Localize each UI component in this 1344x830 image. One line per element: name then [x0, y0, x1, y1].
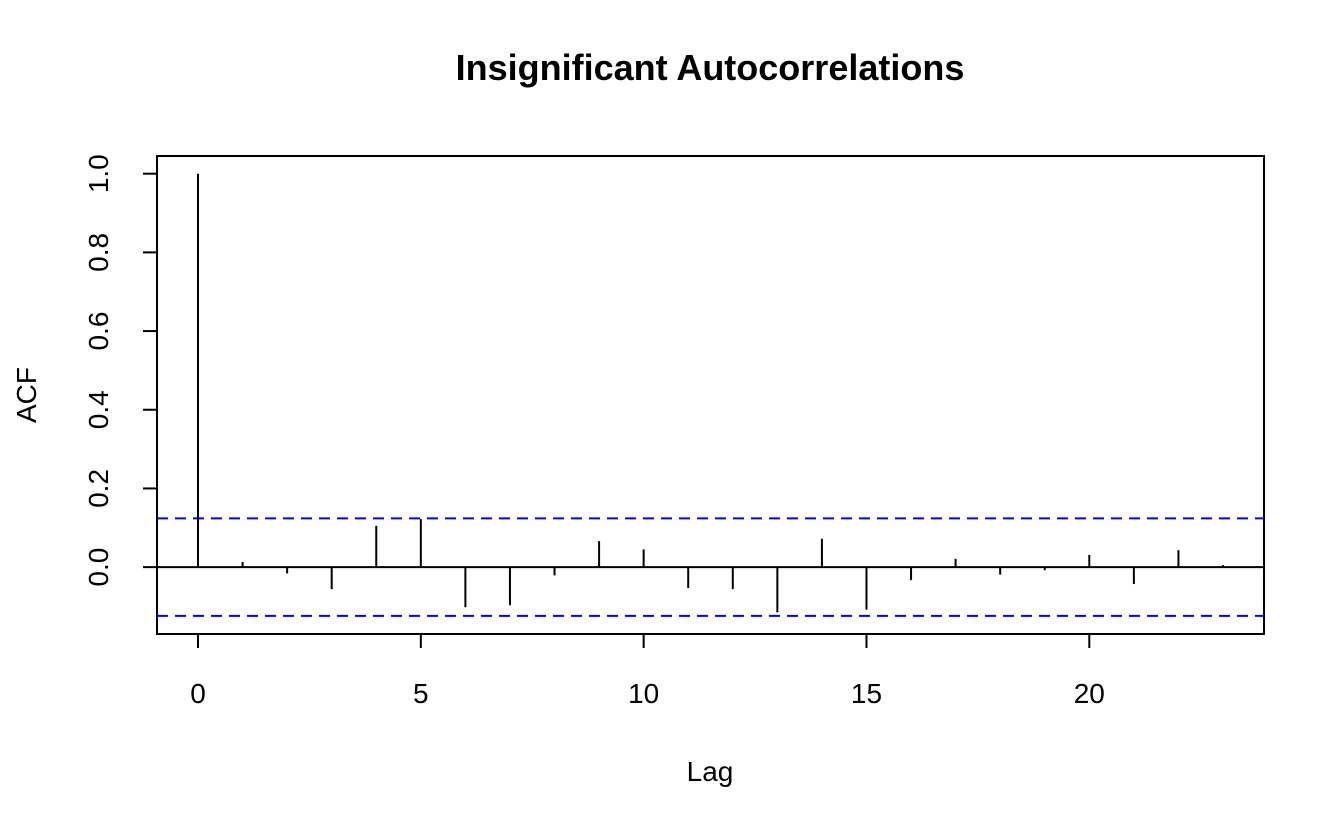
x-tick-label: 0 [190, 678, 206, 709]
chart-title: Insignificant Autocorrelations [456, 47, 965, 88]
x-tick-label: 5 [413, 678, 429, 709]
y-tick-label: 0.6 [83, 312, 114, 351]
plot-area: 0 5 10 15 20 0.0 0.2 0.4 0.6 0.8 1.0 [83, 154, 1265, 709]
y-tick-label: 1.0 [83, 154, 114, 193]
x-tick-label: 20 [1074, 678, 1105, 709]
plot-frame [156, 155, 1265, 635]
x-tick-label: 15 [851, 678, 882, 709]
y-tick-label: 0.2 [83, 469, 114, 508]
y-tick-label: 0.8 [83, 233, 114, 272]
y-axis-title: ACF [11, 367, 42, 423]
x-axis-title: Lag [687, 756, 734, 787]
y-tick-label: 0.0 [83, 548, 114, 587]
x-tick-label: 10 [628, 678, 659, 709]
y-tick-label: 0.4 [83, 390, 114, 429]
